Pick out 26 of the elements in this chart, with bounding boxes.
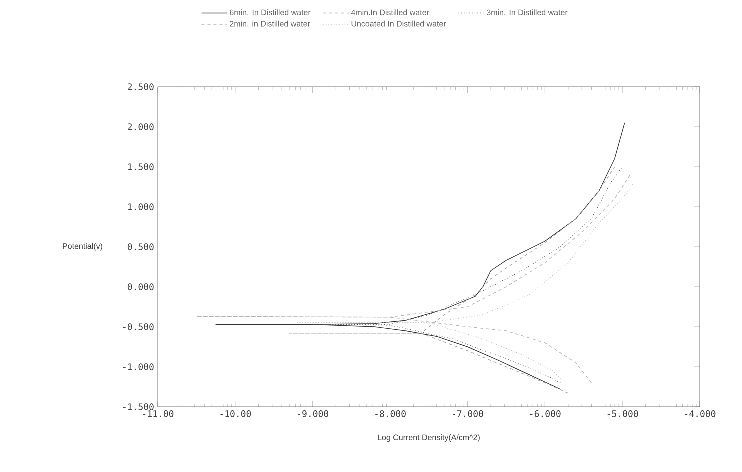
y-tick-label: -0.500	[124, 324, 154, 330]
y-axis-title: Potential(v)	[63, 243, 102, 251]
x-tick-label: -7.000	[453, 410, 484, 418]
x-tick-label: -5.000	[608, 410, 638, 418]
line-series	[196, 174, 631, 384]
legend-label: 2min. in Distilled water	[230, 20, 310, 27]
legend-label: Uncoated In Distilled water	[352, 20, 446, 27]
y-tick-label: 0.000	[128, 284, 154, 290]
x-tick-label: -10.00	[220, 410, 252, 418]
legend-label: 4min.In Distilled water	[351, 10, 430, 16]
x-tick-label: -11.00	[143, 410, 174, 418]
y-tick-label: -1.500	[124, 404, 154, 410]
y-tick-label: 1.500	[128, 164, 154, 170]
legend-label: 6min. In Distilled water	[230, 10, 311, 16]
legend-label: 3min. In Distilled water	[486, 10, 568, 16]
x-tick-label: -9.000	[298, 410, 329, 418]
y-tick-label: 1.000	[128, 204, 154, 210]
y-tick-label: 2.500	[128, 84, 154, 90]
y-tick-label: 2.000	[128, 124, 154, 130]
y-tick-label: 0.500	[128, 244, 154, 250]
x-axis-title: Log Current Density(A/cm^2)	[378, 434, 480, 442]
y-tick-label: -1.000	[124, 364, 154, 370]
line-series	[216, 122, 626, 390]
x-tick-label: -6.000	[530, 410, 561, 418]
x-tick-label: -4.000	[685, 410, 716, 418]
x-tick-label: -8.000	[376, 410, 406, 418]
